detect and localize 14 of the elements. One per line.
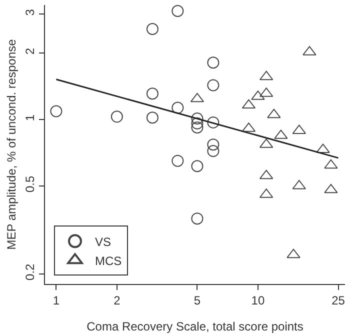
x-axis-title: Coma Recovery Scale, total score points (86, 319, 304, 334)
legend-label: VS (95, 234, 112, 249)
y-tick-label: 1 (23, 114, 38, 122)
x-tick-label: 10 (251, 293, 265, 308)
y-tick-label: 0.5 (23, 176, 38, 193)
y-tick-label: 3 (23, 8, 38, 16)
y-tick-label: 0.2 (23, 263, 38, 280)
y-tick-label: 2 (23, 48, 38, 55)
x-tick-label: 2 (114, 293, 121, 308)
y-axis-title: MEP amplitude, % of uncond. response (4, 38, 18, 250)
x-tick-label: 5 (194, 293, 201, 308)
x-tick-label: 25 (332, 293, 346, 308)
legend-label: MCS (95, 254, 122, 268)
x-tick-label: 1 (52, 293, 60, 308)
